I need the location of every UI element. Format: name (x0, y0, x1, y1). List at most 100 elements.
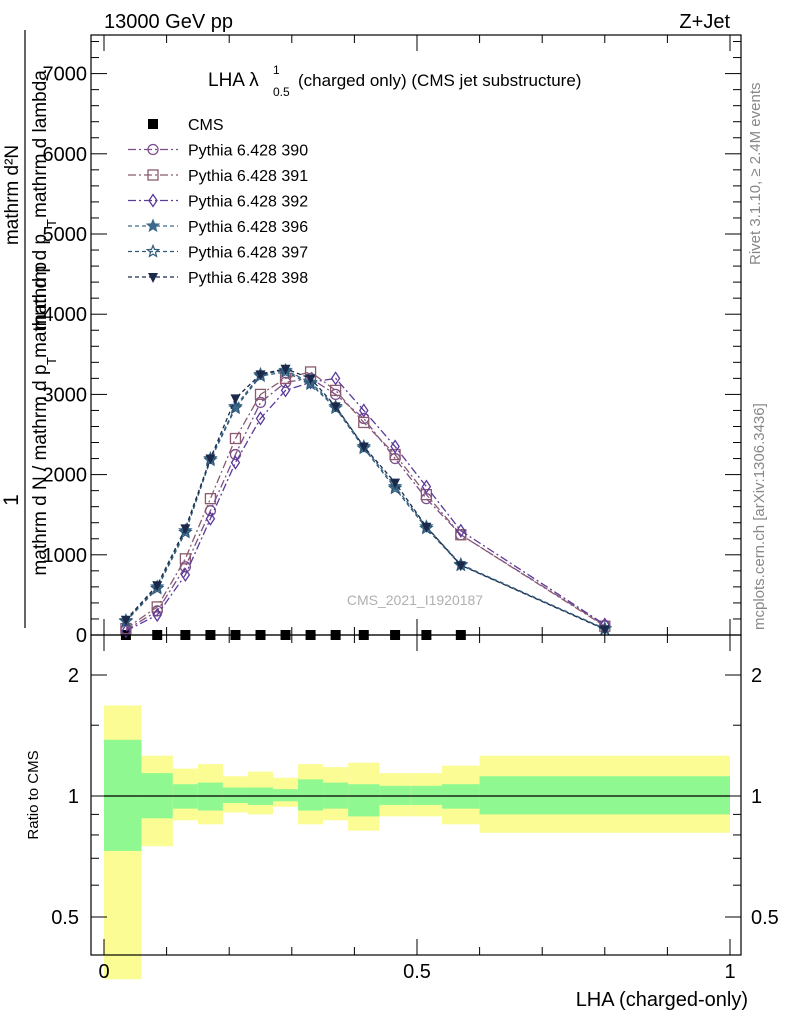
main-ytick-label: 2000 (43, 465, 88, 487)
legend-label: Pythia 6.428 398 (188, 270, 308, 287)
ylabel-frac-denominator-sub: T (44, 219, 59, 227)
legend-label: CMS (188, 117, 224, 134)
data-point (228, 400, 243, 415)
data-point (599, 625, 610, 636)
data-point (390, 478, 401, 489)
legend-marker (145, 218, 161, 233)
legend-marker (145, 243, 161, 258)
data-point (121, 623, 131, 639)
legend-item: Pythia 6.428 390 (128, 143, 308, 160)
ratio-stat-band (348, 784, 380, 817)
legend-item: Pythia 6.428 396 (128, 218, 308, 236)
ylabel-denominator2: mathrm d p (30, 262, 51, 358)
data-point (389, 448, 401, 461)
main-ytick-label: 6000 (43, 144, 88, 166)
main-ticks: 0 1000 2000 3000 4000 5000 6000 7000 (43, 35, 741, 647)
data-point (330, 371, 341, 386)
main-series (118, 362, 613, 640)
ylabel-frac-denominator2: mathrm d lambda (30, 70, 51, 218)
ylabel-denominator: mathrm d N / mathrm d p (30, 364, 51, 575)
series-pythia-6-428-398 (120, 364, 610, 636)
ratio-bands (104, 705, 730, 980)
ratio-ytick-label-right: 1 (751, 786, 762, 808)
plot-title-sup: 1 (273, 63, 280, 77)
series-line (125, 369, 606, 630)
data-point (204, 493, 217, 505)
data-point (152, 581, 163, 592)
legend-marker (148, 273, 158, 283)
ratio-stat-band (273, 789, 299, 802)
ratio-xtick-label: 1 (724, 961, 735, 983)
ratio-xtick-label: 0.5 (403, 961, 431, 983)
main-ylabel: 1 mathrm d N / mathrm d p T mathrm d p m… (0, 30, 59, 628)
watermark-label: CMS_2021_I1920187 (347, 592, 483, 608)
legend-marker (148, 119, 158, 129)
main-ytick-label: 5000 (43, 224, 88, 246)
data-point (456, 523, 466, 538)
data-point (421, 522, 432, 533)
series-pythia-6-428-392 (121, 371, 610, 639)
data-point (152, 607, 162, 623)
ratio-plot-frame (90, 634, 742, 956)
data-point (280, 364, 291, 375)
data-point (178, 524, 193, 539)
rivet-version-label: Rivet 3.1.10, ≥ 2.4M events (747, 83, 764, 266)
plot-title-sub: 0.5 (273, 85, 290, 99)
legend-item: Pythia 6.428 397 (128, 243, 308, 262)
ratio-stat-band (298, 779, 324, 811)
series-pythia-6-428-391 (120, 366, 611, 635)
data-point (305, 374, 316, 385)
data-point (205, 454, 216, 465)
ylabel-frac-numerator: mathrm d²N (2, 145, 23, 245)
ratio-stat-band (104, 739, 142, 851)
ratio-ticks: 0.5 0.5 1 1 2 2 0 0.5 1 (51, 635, 779, 983)
legend-label: Pythia 6.428 397 (188, 245, 308, 262)
ratio-ytick-label: 0.5 (51, 907, 79, 929)
main-ytick-label: 4000 (43, 304, 88, 326)
ratio-xlabel: LHA (charged-only) (576, 989, 748, 1011)
legend-marker (148, 193, 158, 208)
ratio-ytick-label-right: 0.5 (751, 907, 779, 929)
data-point (359, 403, 369, 418)
data-point (420, 488, 433, 501)
legend-item: Pythia 6.428 392 (128, 193, 308, 211)
data-point (254, 396, 267, 409)
legend-label: Pythia 6.428 396 (188, 219, 308, 236)
data-point (455, 561, 466, 572)
data-point (280, 383, 291, 398)
data-point (303, 376, 318, 391)
ratio-stat-band (222, 787, 248, 804)
ylabel-denominator-sub: T (44, 357, 59, 365)
plot-title-rest: (charged only) (CMS jet substructure) (298, 71, 581, 90)
series-line (125, 371, 606, 630)
header-energy-label: 13000 GeV pp (104, 11, 233, 33)
plot-title: LHA λ 1 0.5 (charged only) (CMS jet subs… (208, 63, 581, 99)
data-point (230, 455, 241, 470)
ratio-ytick-label: 1 (68, 786, 79, 808)
ratio-ytick-label: 2 (68, 665, 79, 687)
data-point (230, 394, 241, 405)
legend-label: Pythia 6.428 390 (188, 143, 308, 160)
series-line (125, 368, 606, 630)
legend-item: Pythia 6.428 398 (128, 270, 308, 287)
data-point (255, 411, 266, 426)
ratio-ytick-label-right: 2 (751, 665, 762, 687)
data-point (120, 615, 131, 626)
legend: CMS Pythia 6.428 390 Pythia 6.428 391 Pythi… (128, 117, 308, 287)
main-ytick-label: 1000 (43, 545, 88, 567)
data-point (229, 432, 242, 445)
data-point (179, 553, 192, 565)
data-point (387, 480, 403, 495)
ratio-stat-band (410, 785, 443, 805)
legend-marker (147, 169, 159, 181)
ratio-stat-band (379, 785, 411, 805)
data-point (421, 479, 432, 494)
data-point (390, 439, 400, 454)
series-line (125, 377, 606, 632)
legend-item: Pythia 6.428 391 (128, 168, 308, 185)
main-ytick-label: 7000 (43, 64, 88, 86)
data-point (254, 388, 267, 401)
main-plot: 0 1000 2000 3000 4000 5000 6000 7000 CMS_2021_I… (0, 30, 742, 647)
main-ytick-label: 3000 (43, 384, 88, 406)
